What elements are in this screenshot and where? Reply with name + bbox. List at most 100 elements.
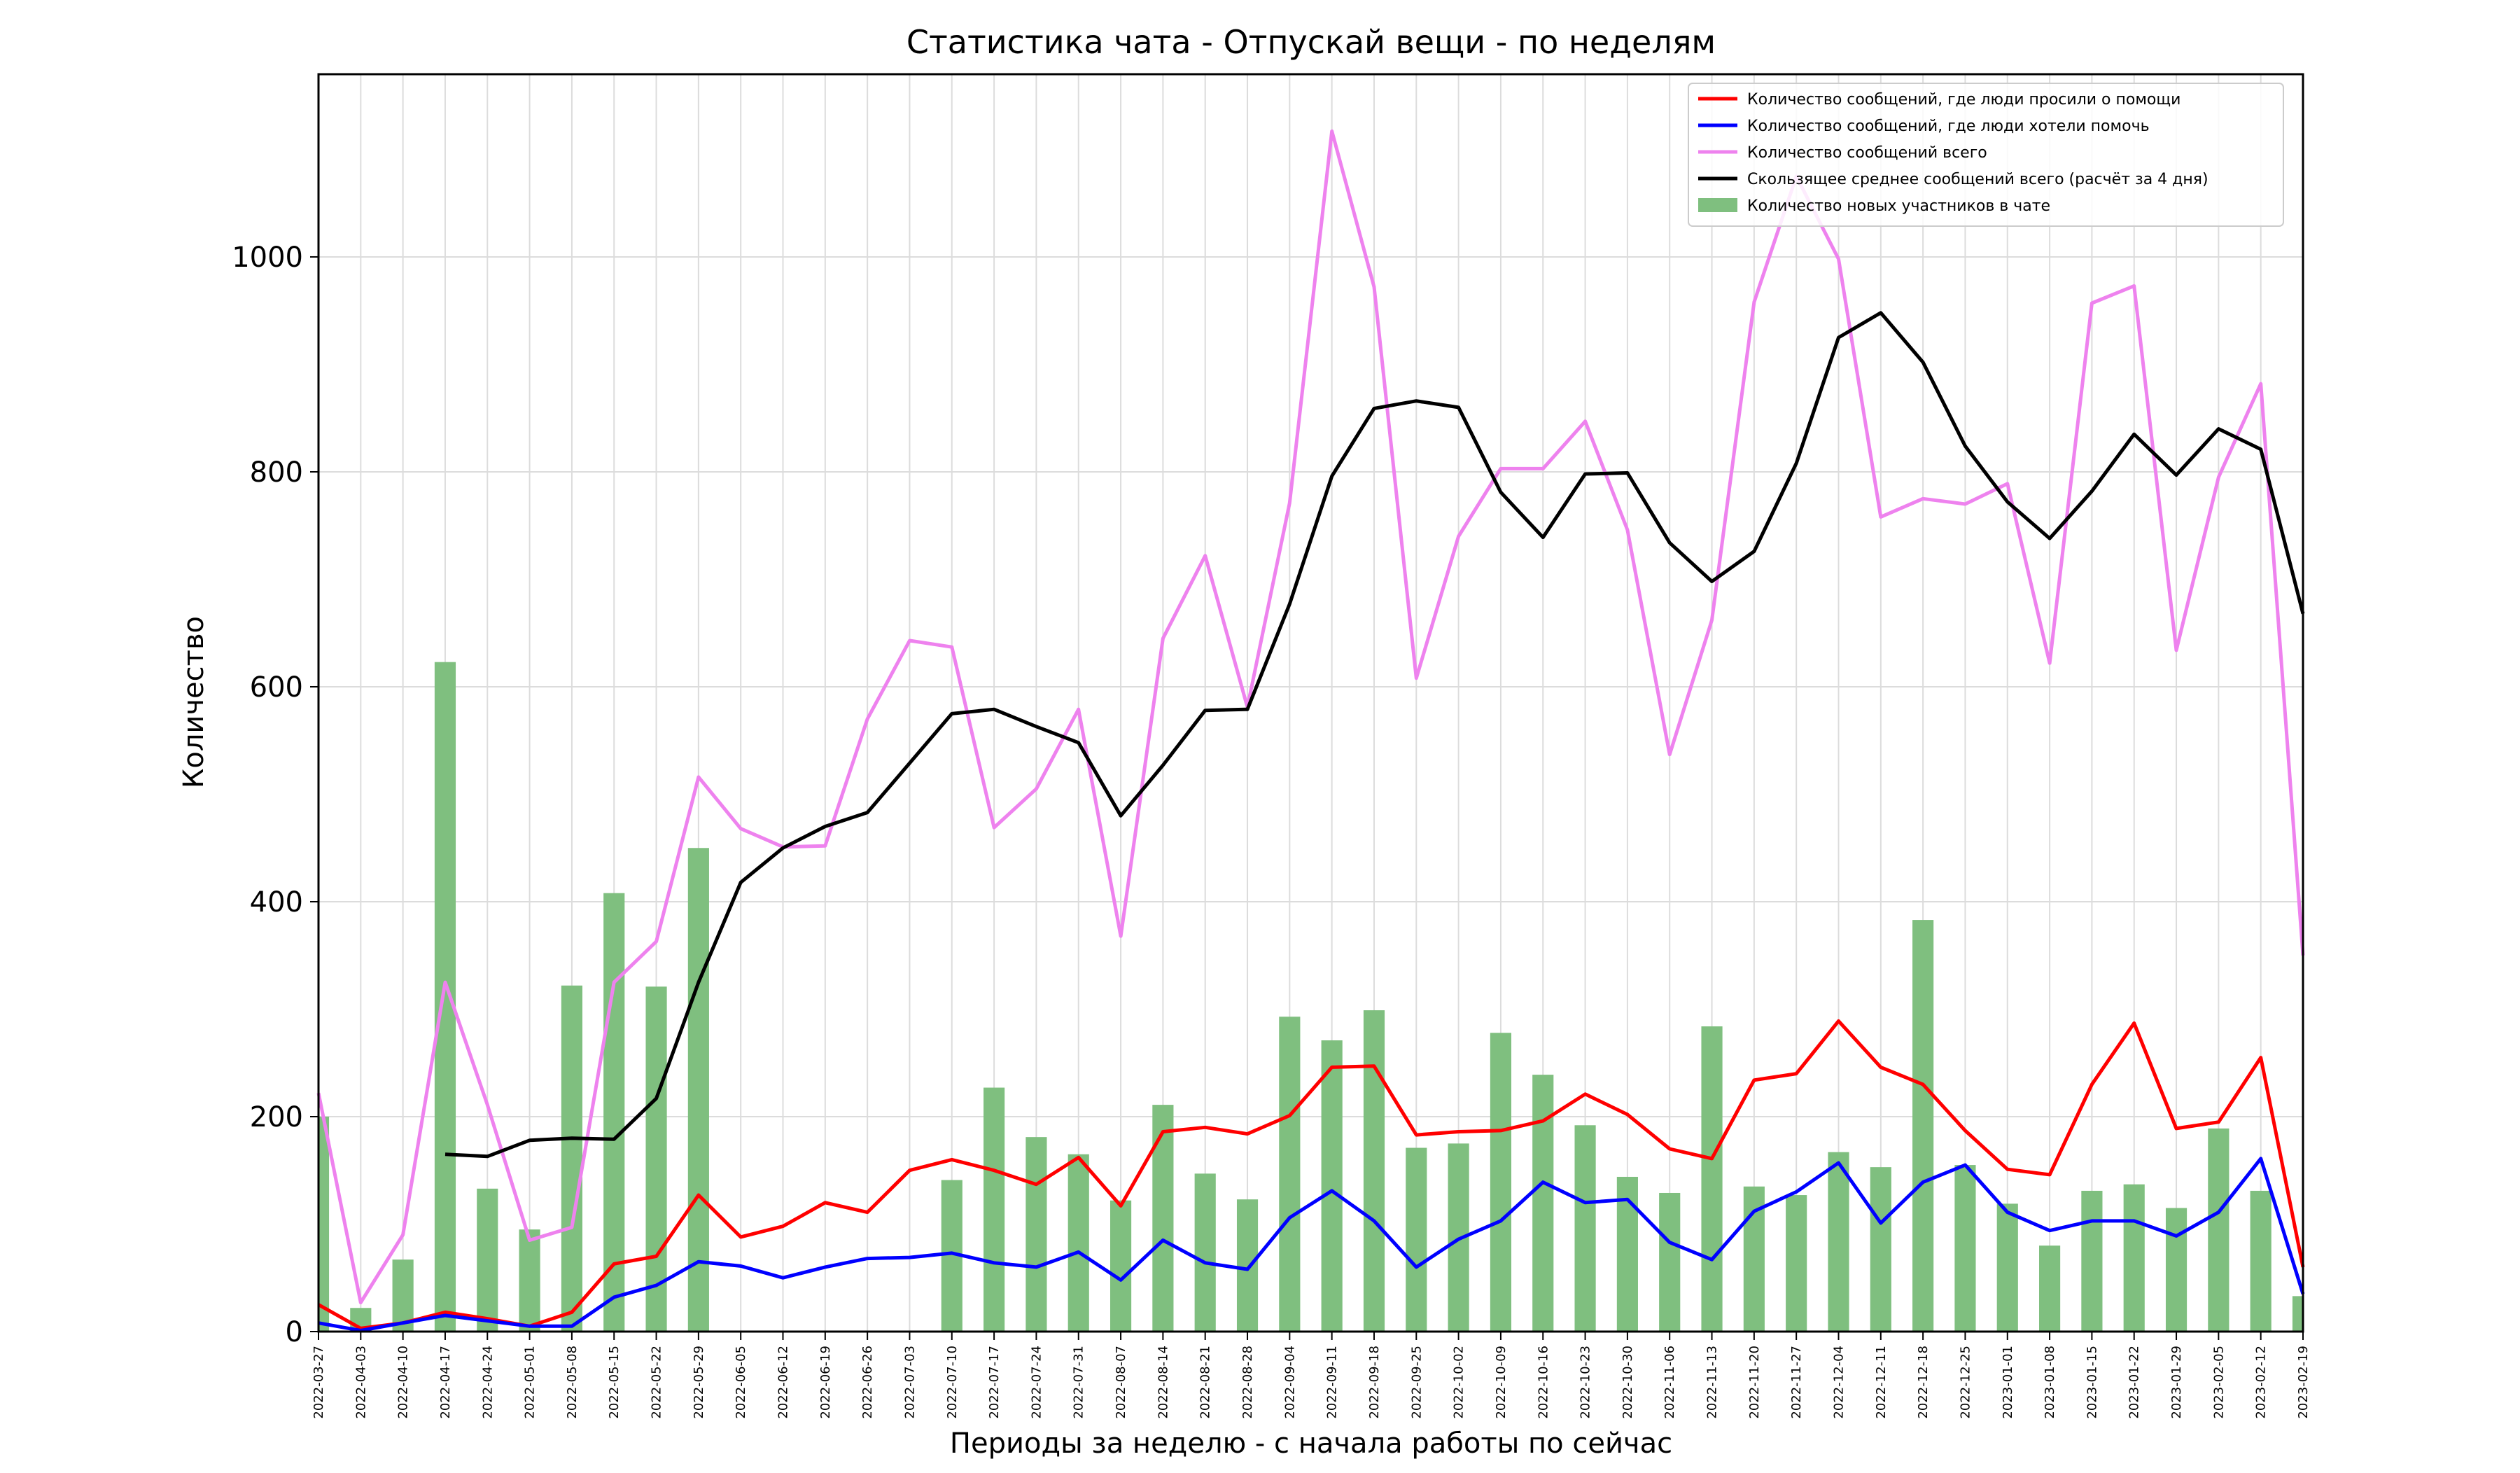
bar bbox=[1532, 1075, 1554, 1332]
x-tick-label: 2022-11-20 bbox=[1747, 1346, 1762, 1419]
bar bbox=[2039, 1245, 2061, 1332]
bar bbox=[318, 1116, 330, 1332]
series-line bbox=[316, 129, 2305, 1305]
bar bbox=[2081, 1190, 2103, 1332]
legend-label: Количество сообщений, где люди хотели по… bbox=[1747, 118, 2150, 135]
series-line bbox=[444, 311, 2305, 1159]
bar bbox=[1152, 1105, 1174, 1332]
x-tick-label: 2023-02-12 bbox=[2254, 1346, 2269, 1419]
x-tick-label: 2022-12-18 bbox=[1916, 1346, 1931, 1419]
x-tick-label: 2022-11-13 bbox=[1705, 1346, 1720, 1419]
legend: Количество сообщений, где люди просили о… bbox=[1688, 83, 2284, 227]
x-tick-label: 2022-06-19 bbox=[818, 1346, 833, 1419]
y-tick-label: 600 bbox=[250, 671, 303, 704]
x-tick-label: 2022-10-30 bbox=[1620, 1346, 1635, 1419]
x-tick-label: 2022-05-15 bbox=[607, 1346, 622, 1419]
x-tick-label: 2023-01-22 bbox=[2127, 1346, 2142, 1419]
x-tick-label: 2022-10-02 bbox=[1452, 1346, 1466, 1419]
legend-label: Количество сообщений, где люди просили о… bbox=[1747, 91, 2180, 109]
x-tick-label: 2022-12-04 bbox=[1831, 1346, 1846, 1419]
x-tick-label: 2022-07-24 bbox=[1029, 1346, 1044, 1419]
bars bbox=[318, 662, 2303, 1332]
bar bbox=[983, 1087, 1005, 1332]
x-tick-label: 2022-06-26 bbox=[860, 1346, 875, 1419]
bar bbox=[2292, 1296, 2303, 1332]
bar bbox=[1279, 1017, 1301, 1332]
bar bbox=[477, 1188, 498, 1332]
x-tick-label: 2023-01-01 bbox=[2001, 1346, 2015, 1419]
legend-label: Количество новых участников в чате bbox=[1747, 197, 2050, 215]
x-tick-label: 2022-05-29 bbox=[692, 1346, 706, 1419]
x-axis-label: Периоды за неделю - с начала работы по с… bbox=[950, 1427, 1672, 1460]
y-tick-label: 0 bbox=[286, 1316, 303, 1348]
x-tick-label: 2022-09-18 bbox=[1367, 1346, 1382, 1419]
bar bbox=[1996, 1203, 2018, 1332]
x-tick-label: 2022-08-14 bbox=[1156, 1346, 1170, 1419]
bar bbox=[1954, 1165, 1976, 1332]
bar bbox=[1912, 920, 1934, 1332]
bar bbox=[1659, 1192, 1681, 1332]
y-ticks: 0 200 400 600 800 1000 bbox=[232, 242, 318, 1348]
y-tick-label: 800 bbox=[250, 456, 303, 489]
legend-label: Скользящее среднее сообщений всего (расч… bbox=[1747, 171, 2208, 188]
x-tick-label: 2022-08-28 bbox=[1240, 1346, 1255, 1419]
x-tick-label: 2023-02-05 bbox=[2211, 1346, 2226, 1419]
bar bbox=[2123, 1184, 2145, 1332]
bar bbox=[434, 662, 456, 1332]
bar bbox=[645, 986, 667, 1332]
x-tick-label: 2022-04-10 bbox=[396, 1346, 411, 1419]
y-axis-label: Количество bbox=[178, 616, 210, 788]
x-tick-label: 2022-07-31 bbox=[1072, 1346, 1086, 1419]
bar bbox=[1321, 1040, 1343, 1332]
x-ticks: 2022-03-27 2022-04-03 2022-04-10 2022-04-17… bbox=[312, 1332, 2311, 1419]
legend-swatch bbox=[1698, 198, 1737, 212]
x-tick-label: 2022-06-12 bbox=[776, 1346, 791, 1419]
series-lines bbox=[316, 129, 2305, 1332]
x-tick-label: 2022-08-21 bbox=[1198, 1346, 1213, 1419]
bar bbox=[1786, 1195, 1807, 1332]
x-tick-label: 2023-01-15 bbox=[2085, 1346, 2099, 1419]
x-tick-label: 2022-11-27 bbox=[1789, 1346, 1804, 1419]
x-tick-label: 2022-04-24 bbox=[480, 1346, 495, 1419]
x-tick-label: 2022-07-17 bbox=[987, 1346, 1002, 1419]
bar bbox=[561, 985, 582, 1332]
series-line bbox=[318, 1157, 2305, 1332]
bar bbox=[1828, 1152, 1849, 1332]
x-tick-label: 2023-02-19 bbox=[2296, 1346, 2311, 1419]
bar bbox=[519, 1229, 540, 1332]
x-tick-label: 2022-10-16 bbox=[1536, 1346, 1550, 1419]
bar bbox=[2165, 1208, 2188, 1332]
y-tick-label: 1000 bbox=[232, 242, 303, 274]
plot-frame bbox=[317, 73, 2304, 1333]
bar bbox=[1236, 1199, 1259, 1332]
x-tick-label: 2022-10-09 bbox=[1494, 1346, 1508, 1419]
bar bbox=[1616, 1176, 1638, 1332]
x-tick-label: 2022-08-07 bbox=[1114, 1346, 1128, 1419]
bar bbox=[2208, 1128, 2230, 1332]
bar bbox=[1026, 1137, 1047, 1332]
x-tick-label: 2022-05-22 bbox=[650, 1346, 664, 1419]
legend-box bbox=[1688, 83, 2284, 227]
bar bbox=[1110, 1200, 1132, 1332]
chart-title: Статистика чата - Отпускай вещи - по нед… bbox=[906, 23, 1716, 61]
bar bbox=[687, 848, 709, 1332]
x-tick-label: 2022-10-23 bbox=[1578, 1346, 1593, 1419]
series-line bbox=[317, 1019, 2305, 1330]
bar bbox=[603, 893, 625, 1332]
bar bbox=[1194, 1173, 1216, 1332]
x-tick-label: 2022-05-08 bbox=[565, 1346, 580, 1419]
x-tick-label: 2022-09-25 bbox=[1409, 1346, 1424, 1419]
y-tick-label: 400 bbox=[250, 886, 303, 919]
bar bbox=[1574, 1125, 1596, 1332]
bar bbox=[1701, 1026, 1723, 1332]
x-tick-label: 2022-04-17 bbox=[438, 1346, 453, 1419]
x-tick-label: 2022-04-03 bbox=[354, 1346, 368, 1419]
x-tick-label: 2023-01-08 bbox=[2043, 1346, 2057, 1419]
x-tick-label: 2022-07-03 bbox=[902, 1346, 917, 1419]
x-tick-label: 2022-12-11 bbox=[1874, 1346, 1889, 1419]
x-tick-label: 2022-09-04 bbox=[1282, 1346, 1297, 1419]
x-tick-label: 2022-09-11 bbox=[1325, 1346, 1340, 1419]
x-tick-label: 2022-11-06 bbox=[1662, 1346, 1677, 1419]
x-tick-label: 2023-01-29 bbox=[2169, 1346, 2184, 1419]
